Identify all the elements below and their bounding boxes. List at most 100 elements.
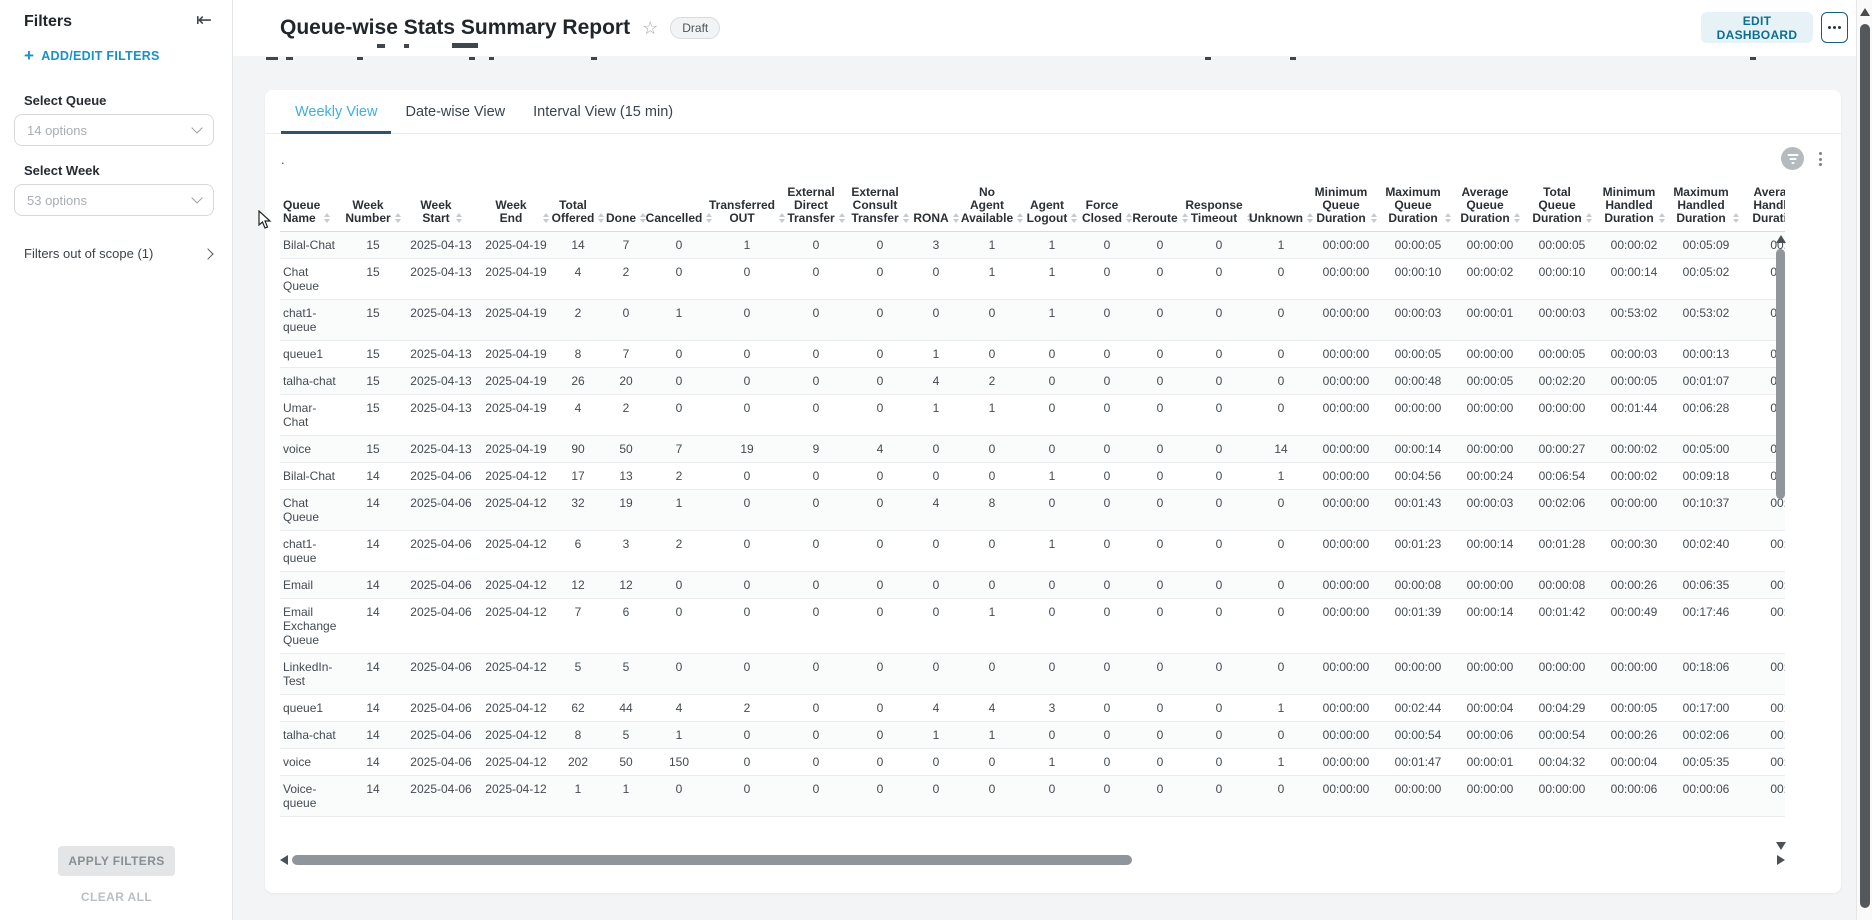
edit-dashboard-button[interactable]: EDIT DASHBOARD	[1701, 12, 1813, 43]
apply-filters-button[interactable]: APPLY FILTERS	[58, 846, 175, 876]
scroll-right-arrow[interactable]	[1777, 855, 1785, 865]
table-filter-icon[interactable]	[1781, 147, 1804, 170]
column-header-done[interactable]: Done	[604, 182, 648, 232]
column-header-no-agent-available[interactable]: No Agent Available	[960, 182, 1024, 232]
sort-icon[interactable]	[1071, 213, 1077, 225]
cell: 1	[912, 341, 960, 368]
scroll-down-arrow[interactable]	[1776, 842, 1786, 850]
column-header-week-start[interactable]: Week Start	[402, 182, 480, 232]
select-week-dropdown[interactable]: 53 options	[14, 184, 214, 216]
page-scroll-thumb[interactable]	[1860, 24, 1870, 908]
sort-icon[interactable]	[839, 213, 845, 225]
cell: 0	[1186, 368, 1252, 395]
tab-date-wise-view[interactable]: Date-wise View	[391, 90, 519, 133]
column-header-agent-logout[interactable]: Agent Logout	[1024, 182, 1080, 232]
table-row: Email Exchange Queue142025-04-062025-04-…	[280, 599, 1785, 654]
favorite-star-icon[interactable]: ☆	[642, 18, 658, 39]
column-header-external-direct-transfer[interactable]: External Direct Transfer	[784, 182, 848, 232]
column-header-week-number[interactable]: Week Number	[344, 182, 402, 232]
cell: 2025-04-19	[480, 300, 552, 341]
more-options-button[interactable]	[1821, 12, 1848, 43]
cell: 0	[1134, 695, 1186, 722]
sort-icon[interactable]	[395, 213, 401, 225]
tab-interval-view-15-min[interactable]: Interval View (15 min)	[519, 90, 687, 133]
column-header-response-timeout[interactable]: Response Timeout	[1186, 182, 1252, 232]
cell: 2025-04-19	[480, 436, 552, 463]
sort-icon[interactable]	[1126, 213, 1132, 225]
column-header-minimum-queue-duration[interactable]: Minimum Queue Duration	[1310, 182, 1382, 232]
column-header-minimum-handled-duration[interactable]: Minimum Handled Duration	[1598, 182, 1670, 232]
column-header-maximum-queue-duration[interactable]: Maximum Queue Duration	[1382, 182, 1454, 232]
cell: 0	[710, 259, 784, 300]
sort-icon[interactable]	[903, 213, 909, 225]
column-header-average-handled-duration[interactable]: Average Handled Duration	[1742, 182, 1785, 232]
filters-out-of-scope-row[interactable]: Filters out of scope (1)	[24, 246, 212, 261]
sort-icon[interactable]	[953, 213, 959, 225]
column-header-queue-name[interactable]: Queue Name	[280, 182, 344, 232]
sort-icon[interactable]	[779, 213, 785, 225]
column-header-total-queue-duration[interactable]: Total Queue Duration	[1526, 182, 1598, 232]
cell: 0	[1080, 232, 1134, 259]
widget-kebab-menu-icon[interactable]	[1813, 148, 1827, 170]
column-header-maximum-handled-duration[interactable]: Maximum Handled Duration	[1670, 182, 1742, 232]
column-header-label: Minimum Handled Duration	[1603, 186, 1656, 225]
column-header-label: Total Queue Duration	[1532, 186, 1581, 225]
cell-queue-name: Chat Queue	[280, 490, 344, 531]
column-header-total-offered[interactable]: Total Offered	[552, 182, 604, 232]
cell: 00:06:54	[1526, 463, 1598, 490]
scroll-up-arrow[interactable]	[1776, 235, 1786, 243]
sort-icon[interactable]	[598, 213, 604, 225]
column-header-week-end[interactable]: Week End	[480, 182, 552, 232]
cell: 00:00:02	[1598, 463, 1670, 490]
cell: 00:00:00	[1382, 395, 1454, 436]
scroll-left-arrow[interactable]	[280, 855, 288, 865]
cell: 00:04:32	[1526, 749, 1598, 776]
add-edit-filters-button[interactable]: + ADD/EDIT FILTERS	[24, 49, 160, 63]
cell: 0	[1134, 722, 1186, 749]
collapse-sidebar-icon[interactable]: ⇤	[196, 9, 212, 32]
horizontal-scroll-thumb[interactable]	[292, 855, 1132, 865]
cell: 1	[1024, 749, 1080, 776]
column-header-label: RONA	[913, 212, 948, 225]
cell: 0	[1186, 259, 1252, 300]
sort-icon[interactable]	[543, 213, 549, 225]
sort-icon[interactable]	[1514, 213, 1520, 225]
sort-icon[interactable]	[1017, 213, 1023, 225]
column-header-transferred-out[interactable]: Transferred OUT	[710, 182, 784, 232]
cell: 0	[912, 300, 960, 341]
sort-icon[interactable]	[1659, 213, 1665, 225]
cell: 0	[648, 654, 710, 695]
sort-icon[interactable]	[324, 213, 330, 225]
cell: 0	[1186, 395, 1252, 436]
column-header-reroute[interactable]: Reroute	[1134, 182, 1186, 232]
page-scroll-up-arrow[interactable]	[1860, 8, 1870, 16]
cell: 00:00:00	[1310, 259, 1382, 300]
sort-icon[interactable]	[1445, 213, 1451, 225]
cell: 0	[648, 259, 710, 300]
cell: 1	[1252, 232, 1310, 259]
table-row: Bilal-Chat142025-04-062025-04-1217132000…	[280, 463, 1785, 490]
sort-icon[interactable]	[1307, 213, 1313, 225]
column-header-cancelled[interactable]: Cancelled	[648, 182, 710, 232]
cell: 0	[710, 395, 784, 436]
column-header-rona[interactable]: RONA	[912, 182, 960, 232]
column-header-label: Week End	[483, 199, 539, 225]
column-header-average-queue-duration[interactable]: Average Queue Duration	[1454, 182, 1526, 232]
select-queue-dropdown[interactable]: 14 options	[14, 114, 214, 146]
cell: 00:00:02	[1598, 232, 1670, 259]
sort-icon[interactable]	[1586, 213, 1592, 225]
cell: 00:02:44	[1382, 695, 1454, 722]
cell: 0	[912, 749, 960, 776]
tab-weekly-view[interactable]: Weekly View	[281, 90, 391, 133]
cell: 0	[1134, 776, 1186, 817]
sort-icon[interactable]	[456, 213, 462, 225]
column-header-external-consult-transfer[interactable]: External Consult Transfer	[848, 182, 912, 232]
sort-icon[interactable]	[1733, 213, 1739, 225]
column-header-force-closed[interactable]: Force Closed	[1080, 182, 1134, 232]
vertical-scroll-thumb[interactable]	[1776, 249, 1785, 499]
cell: 0	[784, 232, 848, 259]
clear-all-button[interactable]: CLEAR ALL	[0, 890, 233, 904]
horizontal-scroll-track[interactable]	[292, 855, 1757, 865]
sort-icon[interactable]	[1371, 213, 1377, 225]
column-header-unknown[interactable]: Unknown	[1252, 182, 1310, 232]
